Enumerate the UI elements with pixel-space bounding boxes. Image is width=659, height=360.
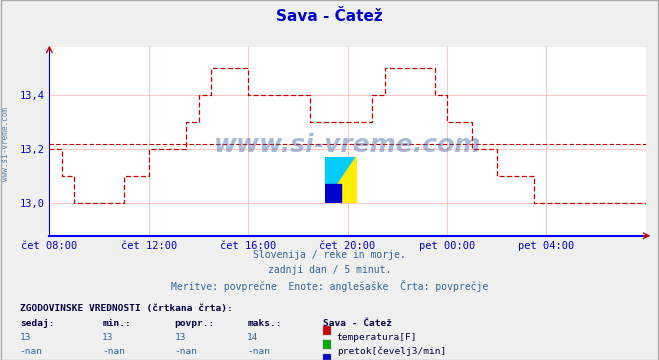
Text: pretok[čevelj3/min]: pretok[čevelj3/min] xyxy=(337,347,446,356)
Text: www.si-vreme.com: www.si-vreme.com xyxy=(1,107,10,181)
Text: sedaj:: sedaj: xyxy=(20,319,54,328)
Polygon shape xyxy=(325,157,357,203)
Text: maks.:: maks.: xyxy=(247,319,281,328)
Text: ZGODOVINSKE VREDNOSTI (črtkana črta):: ZGODOVINSKE VREDNOSTI (črtkana črta): xyxy=(20,304,233,313)
Text: -nan: -nan xyxy=(247,347,270,356)
Text: 13: 13 xyxy=(20,333,31,342)
Text: Slovenija / reke in morje.: Slovenija / reke in morje. xyxy=(253,250,406,260)
Text: 14: 14 xyxy=(247,333,258,342)
Text: povpr.:: povpr.: xyxy=(175,319,215,328)
Text: -nan: -nan xyxy=(175,347,198,356)
Text: 13: 13 xyxy=(102,333,113,342)
Text: temperatura[F]: temperatura[F] xyxy=(337,333,417,342)
Text: Sava - Čatež: Sava - Čatež xyxy=(276,9,383,24)
Bar xyxy=(325,184,341,203)
Text: -nan: -nan xyxy=(20,347,43,356)
Polygon shape xyxy=(325,157,357,203)
Text: www.si-vreme.com: www.si-vreme.com xyxy=(214,133,481,157)
Text: Sava - Čatež: Sava - Čatež xyxy=(323,319,392,328)
Text: 13: 13 xyxy=(175,333,186,342)
Text: zadnji dan / 5 minut.: zadnji dan / 5 minut. xyxy=(268,265,391,275)
Text: Meritve: povprečne  Enote: anglešaške  Črta: povprečje: Meritve: povprečne Enote: anglešaške Črt… xyxy=(171,280,488,292)
Text: -nan: -nan xyxy=(102,347,125,356)
Text: min.:: min.: xyxy=(102,319,131,328)
